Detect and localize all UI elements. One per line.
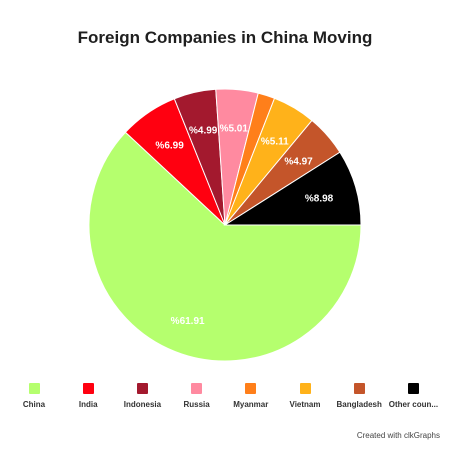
legend-item: Russia <box>169 383 225 409</box>
legend-item: China <box>6 383 62 409</box>
legend-item: Indonesia <box>114 383 170 409</box>
legend-label: Myanmar <box>233 400 269 409</box>
legend-label: China <box>22 400 46 409</box>
slice-label: %4.97 <box>284 156 313 167</box>
slice-label: %5.01 <box>220 123 249 134</box>
slice-label: %8.98 <box>305 194 334 205</box>
legend-item: Bangladesh <box>331 383 387 409</box>
slice-label: %5.11 <box>261 137 289 148</box>
legend-label: Bangladesh <box>336 400 382 409</box>
chart-title: Foreign Companies in China Moving <box>77 28 373 47</box>
slice-label: %6.99 <box>155 140 184 151</box>
legend-item: Vietnam <box>277 383 333 409</box>
legend-swatch <box>353 383 365 394</box>
legend-swatch <box>299 383 311 394</box>
pie-chart: %61.91 %6.99 %4.99 %5.01 %5.11 %4.97 %8.98 <box>88 88 362 362</box>
legend-label: Russia <box>183 400 210 409</box>
credit-text: Created with clkGraphs <box>356 431 440 440</box>
legend-item: India <box>60 383 116 409</box>
legend-item: Myanmar <box>223 383 279 409</box>
legend-swatch <box>245 383 257 394</box>
pie-slice-china <box>88 131 362 362</box>
slice-label: %61.91 <box>171 316 205 327</box>
legend-swatch <box>191 383 203 394</box>
legend-swatch <box>407 383 419 394</box>
legend-label: India <box>78 400 98 409</box>
legend-swatch <box>28 383 40 394</box>
legend-label: Indonesia <box>123 400 162 409</box>
legend-label: Other coun... <box>388 400 439 409</box>
legend-swatch <box>82 383 94 394</box>
legend-item: Other coun... <box>385 383 441 409</box>
pie-slice-other-coun <box>223 151 362 226</box>
chart-legend: China India Indonesia Russia Myanmar Vietnam B… <box>0 383 450 423</box>
legend-label: Vietnam <box>289 400 321 409</box>
legend-swatch <box>136 383 148 394</box>
slice-label: %4.99 <box>189 126 218 137</box>
